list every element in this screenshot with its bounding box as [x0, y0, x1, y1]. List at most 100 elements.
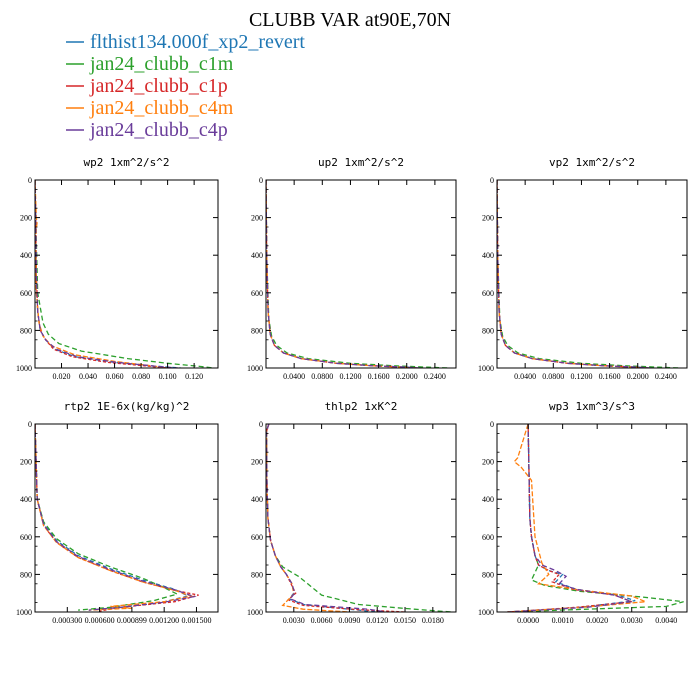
panel-title: wp3 1xm^3/s^3	[549, 400, 635, 413]
y-tick-label: 800	[251, 326, 263, 335]
legend-label: jan24_clubb_c4m	[89, 97, 234, 119]
x-tick-label: 0.0020	[586, 616, 608, 625]
x-tick-label: 0.060	[106, 372, 124, 381]
panel-title: rtp2 1E-6x(kg/kg)^2	[64, 400, 190, 413]
series-line	[35, 424, 199, 612]
y-tick-label: 400	[251, 251, 263, 260]
y-tick-label: 200	[251, 214, 263, 223]
x-tick-label: 0.2000	[396, 372, 418, 381]
y-tick-label: 0	[28, 420, 32, 429]
y-tick-label: 200	[20, 214, 32, 223]
panel-title: up2 1xm^2/s^2	[318, 156, 404, 169]
x-tick-label: 0.000300	[52, 616, 82, 625]
legend-label: jan24_clubb_c4p	[89, 119, 228, 141]
series-line	[507, 424, 636, 612]
y-tick-label: 800	[482, 326, 494, 335]
series-line	[35, 180, 215, 368]
y-tick-label: 0	[28, 176, 32, 185]
x-tick-label: 0.0010	[552, 616, 574, 625]
panel-5: thlp2 1xK^2 0 200 400 600 800 1000 0.0030 0.0060…	[247, 400, 457, 625]
legend-entry: jan24_clubb_c4p	[66, 119, 228, 141]
y-tick-label: 400	[482, 251, 494, 260]
series-line	[35, 424, 179, 611]
plot-frame	[265, 179, 457, 369]
y-tick-label: 0	[259, 176, 263, 185]
x-tick-label: 0.0800	[311, 372, 333, 381]
y-tick-label: 800	[20, 326, 32, 335]
legend: flthist134.000f_xp2_revertjan24_clubb_c1…	[66, 31, 305, 141]
y-tick-label: 400	[20, 495, 32, 504]
panel-1: wp2 1xm^2/s^2 0 200 400 600 800 1000 0.020 0.040…	[16, 156, 219, 381]
y-tick-label: 0	[259, 420, 263, 429]
y-tick-label: 1000	[247, 364, 263, 373]
x-tick-label: 0.0060	[311, 616, 333, 625]
series-line	[497, 180, 649, 368]
y-tick-label: 600	[251, 533, 263, 542]
y-tick-label: 800	[20, 570, 32, 579]
series-line	[497, 180, 652, 368]
legend-entry: jan24_clubb_c1p	[66, 75, 228, 97]
y-tick-label: 200	[482, 214, 494, 223]
plot-frame	[34, 179, 219, 369]
plot-frame	[34, 423, 219, 613]
y-tick-label: 600	[20, 533, 32, 542]
panel-3: vp2 1xm^2/s^2 0 200 400 600 800 1000 0.0400 0.08…	[478, 156, 688, 381]
x-tick-label: 0.0400	[283, 372, 305, 381]
y-tick-label: 400	[251, 495, 263, 504]
series-line	[35, 180, 181, 368]
x-tick-label: 0.020	[53, 372, 71, 381]
y-tick-label: 600	[251, 289, 263, 298]
legend-entry: flthist134.000f_xp2_revert	[66, 31, 305, 53]
figure-title: CLUBB VAR at90E,70N	[249, 9, 451, 31]
x-tick-label: 0.1600	[599, 372, 621, 381]
x-tick-label: 0.080	[132, 372, 150, 381]
x-tick-label: 0.000600	[85, 616, 115, 625]
series-line	[507, 424, 632, 612]
legend-entry: jan24_clubb_c4m	[66, 97, 234, 119]
x-tick-label: 0.0150	[394, 616, 416, 625]
legend-entry: jan24_clubb_c1m	[66, 53, 234, 75]
y-tick-label: 0	[490, 420, 494, 429]
series-line	[35, 424, 197, 611]
x-tick-label: 0.0120	[366, 616, 388, 625]
x-tick-label: 0.0030	[283, 616, 305, 625]
y-tick-label: 200	[251, 458, 263, 467]
series-line	[266, 424, 387, 612]
x-tick-label: 0.000899	[117, 616, 147, 625]
series-line	[266, 424, 452, 612]
series-line	[497, 180, 652, 368]
series-line	[266, 424, 350, 612]
x-tick-label: 0.120	[185, 372, 203, 381]
panel-title: thlp2 1xK^2	[325, 400, 398, 413]
legend-label: jan24_clubb_c1m	[89, 53, 234, 75]
series-line	[35, 424, 190, 611]
panel-6: wp3 1xm^3/s^3 0 200 400 600 800 1000 0.0000 0.00…	[478, 400, 688, 625]
x-tick-label: 0.0000	[517, 616, 539, 625]
series-line	[266, 180, 421, 368]
x-tick-label: 0.1200	[570, 372, 592, 381]
y-tick-label: 200	[482, 458, 494, 467]
series-line	[35, 180, 179, 368]
legend-label: jan24_clubb_c1p	[89, 75, 228, 97]
x-tick-label: 0.2400	[424, 372, 446, 381]
x-tick-label: 0.0400	[514, 372, 536, 381]
x-tick-label: 0.2000	[627, 372, 649, 381]
series-line	[266, 424, 378, 612]
series-line	[266, 180, 421, 368]
panel-title: wp2 1xm^2/s^2	[83, 156, 169, 169]
plot-frame	[265, 423, 457, 613]
x-tick-label: 0.0030	[621, 616, 643, 625]
x-tick-label: 0.0180	[422, 616, 444, 625]
y-tick-label: 800	[482, 570, 494, 579]
plot-frame	[496, 423, 688, 613]
x-tick-label: 0.001200	[149, 616, 179, 625]
y-tick-label: 1000	[247, 608, 263, 617]
y-tick-label: 400	[482, 495, 494, 504]
x-tick-label: 0.001500	[181, 616, 211, 625]
series-line	[266, 180, 414, 368]
panel-4: rtp2 1E-6x(kg/kg)^2 0 200 400 600 800 1000 0.00…	[16, 400, 219, 625]
series-line	[266, 180, 418, 368]
y-tick-label: 1000	[478, 608, 494, 617]
series-line	[507, 424, 632, 612]
